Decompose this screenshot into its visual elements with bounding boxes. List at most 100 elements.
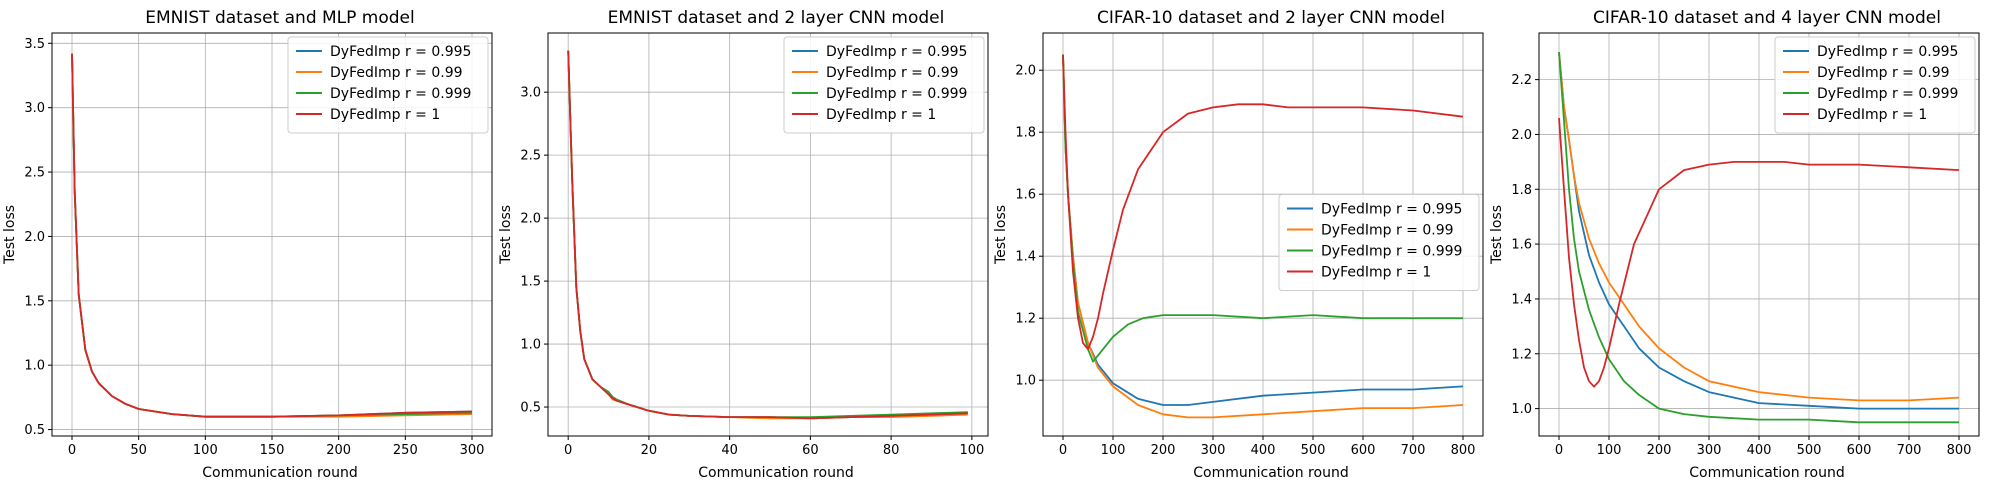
- x-tick-label: 200: [1151, 443, 1176, 458]
- y-tick-label: 0.5: [24, 423, 45, 438]
- x-axis-label: Communication round: [1689, 465, 1844, 481]
- subplot-cifar-cnn2: CIFAR-10 dataset and 2 layer CNN model C…: [993, 8, 1484, 481]
- subplot-emnist-mlp: EMNIST dataset and MLP model Communicati…: [2, 8, 493, 481]
- x-tick-label: 0: [1059, 443, 1067, 458]
- legend-label: DyFedImp r = 0.99: [1817, 65, 1950, 81]
- y-tick-label: 1.2: [1511, 347, 1532, 362]
- x-tick-label: 100: [1597, 443, 1622, 458]
- x-tick-label: 700: [1897, 443, 1922, 458]
- y-tick-label: 1.8: [1511, 183, 1532, 198]
- x-tick-label: 20: [641, 443, 658, 458]
- legend-label: DyFedImp r = 1: [826, 107, 936, 123]
- x-tick-label: 600: [1351, 443, 1376, 458]
- y-tick-label: 1.0: [24, 359, 45, 374]
- y-axis-label: Test loss: [2, 205, 18, 265]
- series-line-3: [1558, 52, 1959, 424]
- legend-label: DyFedImp r = 0.99: [330, 65, 463, 81]
- x-tick-label: 40: [721, 443, 738, 458]
- legend-label: DyFedImp r = 1: [1817, 107, 1927, 123]
- x-tick-label: 100: [959, 443, 984, 458]
- x-tick-label: 300: [460, 443, 485, 458]
- legend-label: DyFedImp r = 0.99: [826, 65, 959, 81]
- y-axis-label: Test loss: [993, 205, 1009, 265]
- x-tick-label: 0: [1555, 443, 1563, 458]
- x-tick-label: 500: [1301, 443, 1326, 458]
- series-line-2: [1558, 52, 1960, 402]
- subplot-cifar-cnn4: CIFAR-10 dataset and 4 layer CNN model C…: [1489, 8, 1980, 481]
- chart-title: CIFAR-10 dataset and 4 layer CNN model: [1593, 8, 1941, 28]
- x-axis-label: Communication round: [1193, 465, 1348, 481]
- legend-label: DyFedImp r = 0.995: [1321, 202, 1462, 218]
- x-tick-label: 100: [1101, 443, 1126, 458]
- y-tick-label: 2.5: [24, 166, 45, 181]
- x-tick-label: 800: [1451, 443, 1476, 458]
- x-tick-label: 300: [1201, 443, 1226, 458]
- y-tick-label: 1.6: [1511, 238, 1532, 253]
- legend: DyFedImp r = 0.995 DyFedImp r = 0.99 DyFed…: [1774, 36, 1976, 134]
- x-tick-label: 700: [1401, 443, 1426, 458]
- y-tick-label: 1.5: [24, 294, 45, 309]
- legend-box: [783, 36, 985, 134]
- y-axis-label: Test loss: [1489, 205, 1505, 265]
- x-tick-label: 0: [564, 443, 572, 458]
- legend-box: [1278, 194, 1480, 291]
- x-tick-label: 200: [1647, 443, 1672, 458]
- legend-label: DyFedImp r = 1: [1321, 265, 1431, 281]
- y-tick-label: 2.0: [1015, 64, 1036, 79]
- y-tick-label: 1.5: [520, 275, 541, 290]
- series-line-4: [1062, 54, 1464, 351]
- x-tick-label: 400: [1747, 443, 1772, 458]
- y-tick-label: 1.0: [1015, 374, 1036, 389]
- y-tick-label: 1.8: [1015, 126, 1036, 141]
- y-tick-label: 1.0: [1511, 402, 1532, 417]
- x-tick-label: 500: [1797, 443, 1822, 458]
- y-tick-label: 1.2: [1015, 312, 1036, 327]
- x-tick-label: 800: [1947, 443, 1972, 458]
- chart-title: CIFAR-10 dataset and 2 layer CNN model: [1097, 8, 1445, 28]
- y-tick-label: 2.2: [1511, 73, 1532, 88]
- x-tick-label: 60: [802, 443, 819, 458]
- x-tick-label: 80: [883, 443, 900, 458]
- x-tick-label: 100: [193, 443, 218, 458]
- legend: DyFedImp r = 0.995 DyFedImp r = 0.99 DyFed…: [1278, 194, 1480, 291]
- legend-label: DyFedImp r = 0.995: [826, 44, 967, 60]
- x-tick-label: 200: [326, 443, 351, 458]
- legend-label: DyFedImp r = 1: [330, 107, 440, 123]
- y-tick-label: 2.0: [24, 230, 45, 245]
- y-tick-label: 3.0: [520, 86, 541, 101]
- legend-label: DyFedImp r = 0.999: [330, 86, 471, 102]
- y-tick-label: 1.4: [1511, 292, 1532, 307]
- legend-label: DyFedImp r = 0.99: [1321, 223, 1454, 239]
- legend-label: DyFedImp r = 0.995: [1817, 44, 1958, 60]
- legend: DyFedImp r = 0.995 DyFedImp r = 0.99 DyFed…: [783, 36, 985, 134]
- legend-label: DyFedImp r = 0.999: [1817, 86, 1958, 102]
- x-tick-label: 150: [260, 443, 285, 458]
- x-tick-label: 300: [1697, 443, 1722, 458]
- legend-box: [287, 36, 489, 134]
- legend-box: [1774, 36, 1976, 134]
- x-tick-label: 400: [1251, 443, 1276, 458]
- x-tick-label: 50: [130, 443, 147, 458]
- subplot-emnist-cnn2: EMNIST dataset and 2 layer CNN model Com…: [498, 8, 989, 481]
- y-tick-label: 1.6: [1015, 188, 1036, 203]
- x-axis-label: Communication round: [698, 465, 853, 481]
- y-axis-label: Test loss: [498, 205, 514, 265]
- legend-label: DyFedImp r = 0.995: [330, 44, 471, 60]
- y-tick-label: 0.5: [520, 401, 541, 416]
- y-tick-label: 1.4: [1015, 250, 1036, 265]
- chart-title: EMNIST dataset and 2 layer CNN model: [608, 8, 945, 28]
- legend-label: DyFedImp r = 0.999: [1321, 244, 1462, 260]
- y-tick-label: 1.0: [520, 338, 541, 353]
- x-tick-label: 0: [68, 443, 76, 458]
- series-line-4: [567, 50, 968, 420]
- legend: DyFedImp r = 0.995 DyFedImp r = 0.99 DyFed…: [287, 36, 489, 134]
- x-tick-label: 600: [1847, 443, 1872, 458]
- y-tick-label: 2.0: [1511, 128, 1532, 143]
- y-tick-label: 2.5: [520, 149, 541, 164]
- y-tick-label: 2.0: [520, 212, 541, 227]
- legend-label: DyFedImp r = 0.999: [826, 86, 967, 102]
- y-tick-label: 3.5: [24, 37, 45, 52]
- series-line-4: [71, 53, 473, 418]
- series-line-4: [1558, 117, 1960, 388]
